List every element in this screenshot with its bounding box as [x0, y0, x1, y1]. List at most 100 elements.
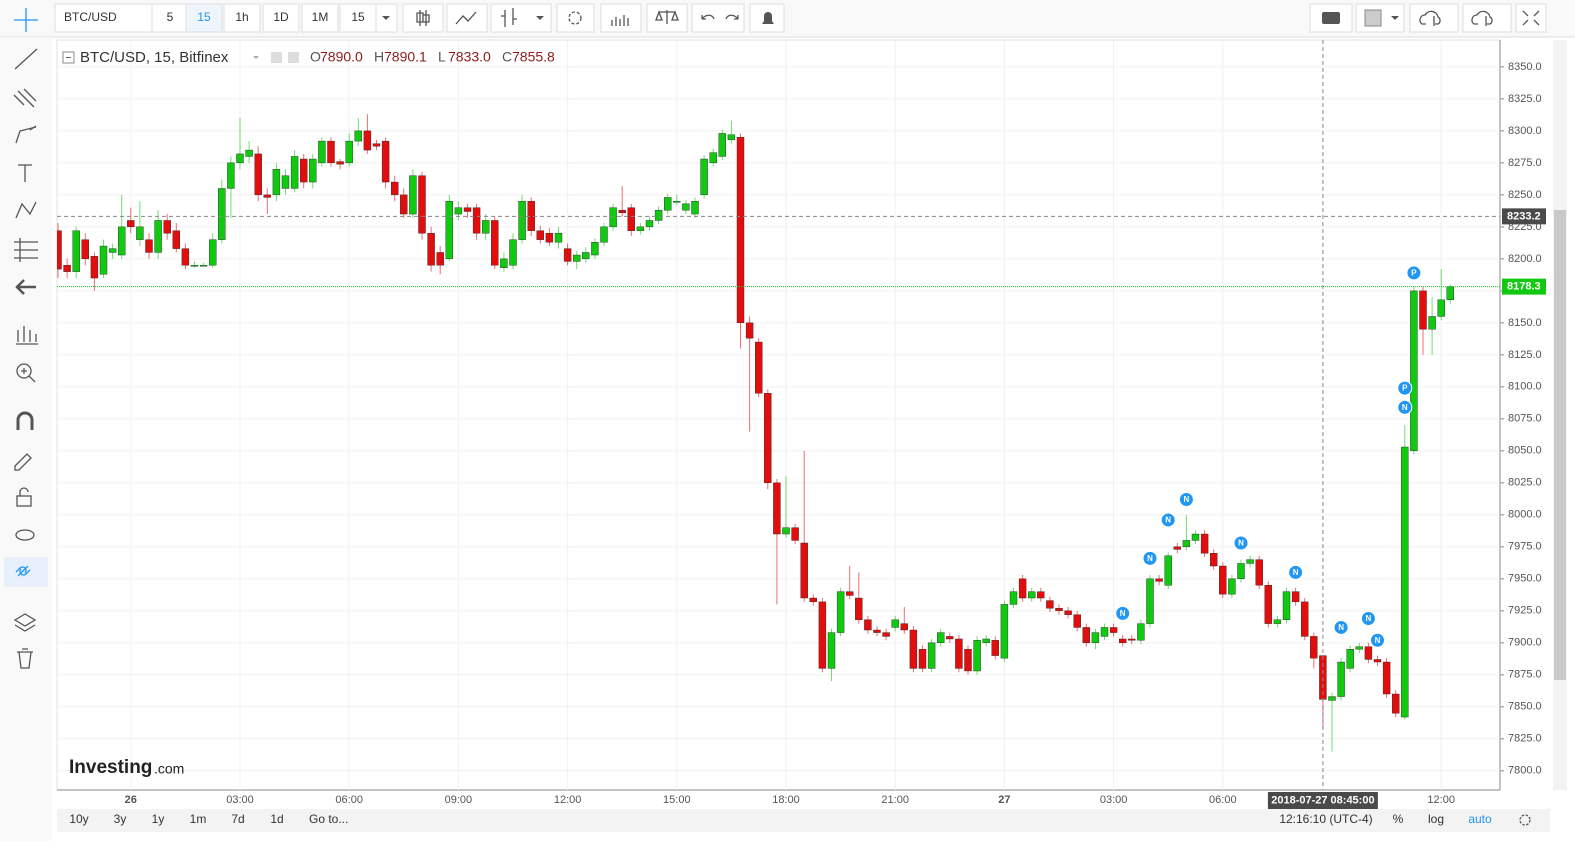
symbol-text[interactable]: BTC/USD	[64, 10, 117, 24]
event-marker-label[interactable]: N	[1147, 554, 1153, 563]
event-marker-label[interactable]: N	[1120, 609, 1126, 618]
legend-icon[interactable]	[288, 52, 299, 63]
fullscreen-button[interactable]	[1515, 3, 1547, 33]
candle-body	[736, 137, 745, 324]
range-button[interactable]: 1d	[270, 812, 283, 826]
candle-body	[363, 130, 372, 151]
link-tool[interactable]	[15, 565, 31, 577]
candle-body	[1100, 627, 1109, 637]
event-marker[interactable]	[1288, 564, 1304, 580]
event-marker[interactable]	[1406, 265, 1422, 281]
candle-body	[1346, 649, 1354, 669]
interval-label[interactable]: 1M	[312, 10, 329, 24]
interval-button[interactable]	[262, 3, 300, 33]
candle-body	[1091, 632, 1100, 644]
event-marker[interactable]	[1115, 605, 1131, 621]
event-marker[interactable]	[1360, 610, 1376, 626]
save-button[interactable]	[1462, 3, 1512, 33]
range-button[interactable]: 10y	[69, 812, 88, 826]
event-marker-label[interactable]: N	[1238, 539, 1244, 548]
event-marker[interactable]	[1370, 632, 1385, 648]
event-marker-label[interactable]: N	[1165, 516, 1171, 525]
magnet-tool[interactable]	[16, 411, 34, 430]
interval-label[interactable]: 15	[351, 10, 365, 24]
interval-label[interactable]: 15	[197, 10, 211, 24]
goto-button[interactable]: Go to...	[309, 812, 348, 826]
fib-tool[interactable]	[13, 88, 37, 108]
measure-tool[interactable]	[16, 326, 38, 345]
gear-icon	[568, 11, 582, 25]
range-button[interactable]: 1m	[190, 812, 207, 826]
candle-body	[937, 632, 945, 644]
lock-tool[interactable]	[16, 495, 32, 507]
event-marker-label[interactable]: N	[1338, 623, 1344, 632]
candle-body	[272, 169, 281, 196]
layout-icon	[1364, 9, 1382, 27]
event-marker-label[interactable]: P	[1411, 269, 1417, 278]
candle-body	[1291, 591, 1300, 603]
undo-icon	[701, 14, 715, 20]
candle-body	[254, 153, 262, 196]
event-marker-label[interactable]: N	[1184, 495, 1190, 504]
visibility-tool[interactable]	[15, 529, 35, 541]
event-marker[interactable]	[1233, 535, 1249, 551]
undo-redo-button[interactable]	[691, 3, 745, 33]
bottom-bar	[57, 809, 1550, 832]
candle-body	[654, 210, 663, 221]
event-marker[interactable]	[1333, 619, 1349, 635]
candle-body	[1237, 563, 1245, 580]
crosshair-tool[interactable]	[14, 8, 38, 32]
zoom-tool[interactable]	[16, 363, 32, 379]
legend-icon[interactable]	[271, 52, 282, 63]
delete-tool[interactable]	[17, 648, 33, 669]
text-tool[interactable]	[18, 164, 32, 182]
event-marker-label[interactable]: N	[1366, 614, 1372, 623]
settings-button[interactable]	[556, 3, 595, 33]
event-marker-label[interactable]: N	[1375, 636, 1381, 645]
range-button[interactable]: 3y	[114, 812, 127, 826]
lock-draw-tool[interactable]	[14, 453, 32, 471]
layers-tool[interactable]	[13, 613, 37, 632]
interval-label[interactable]: 1h	[235, 10, 248, 24]
event-marker-label[interactable]: P	[1402, 384, 1408, 393]
scrollbar-thumb[interactable]	[1554, 210, 1566, 680]
event-marker-label[interactable]: N	[1293, 568, 1299, 577]
log-toggle[interactable]: log	[1428, 812, 1444, 826]
range-button[interactable]: 7d	[231, 812, 244, 826]
event-marker[interactable]	[1178, 491, 1194, 507]
pattern-tool[interactable]	[15, 201, 37, 219]
interval-button[interactable]	[185, 3, 223, 33]
x-tick-label: 21:00	[881, 794, 909, 806]
auto-toggle[interactable]: auto	[1468, 812, 1492, 826]
interval-label[interactable]: 5	[167, 10, 174, 24]
candle-body	[99, 245, 108, 275]
study-button[interactable]	[600, 3, 642, 33]
interval-button[interactable]	[223, 3, 261, 33]
candle-body	[427, 233, 435, 266]
event-marker[interactable]	[1142, 550, 1158, 566]
indicator-button[interactable]	[446, 3, 488, 33]
trendline-tool[interactable]	[14, 48, 38, 70]
interval-button[interactable]	[301, 3, 339, 33]
range-buttons: 10y 3y 1y 1m 7d 1d	[69, 812, 283, 826]
back-tool[interactable]	[15, 279, 36, 295]
legend-dropdown[interactable]	[253, 56, 259, 59]
candle-body	[1000, 604, 1009, 659]
prediction-tool[interactable]	[14, 238, 38, 262]
event-marker[interactable]	[1160, 512, 1176, 528]
collapse-box[interactable]	[62, 51, 75, 64]
event-marker[interactable]	[1397, 380, 1413, 396]
event-marker[interactable]	[1397, 399, 1413, 415]
settings-icon[interactable]	[1519, 814, 1531, 826]
candle-body	[1428, 316, 1436, 330]
range-button[interactable]: 1y	[152, 812, 165, 826]
overlay: 2018-07-27 08:45:00 8233.2 8178.3 N N N N N N N N N…	[57, 40, 1546, 809]
candle-body	[1027, 591, 1036, 599]
event-marker-label[interactable]: N	[1402, 403, 1408, 412]
drawing-tools	[4, 8, 48, 669]
symbol-box[interactable]	[54, 3, 156, 33]
interval-label[interactable]: 1D	[273, 10, 289, 24]
percent-toggle[interactable]: %	[1393, 812, 1404, 826]
brush-tool[interactable]	[15, 125, 37, 144]
interval-button[interactable]	[151, 3, 189, 33]
